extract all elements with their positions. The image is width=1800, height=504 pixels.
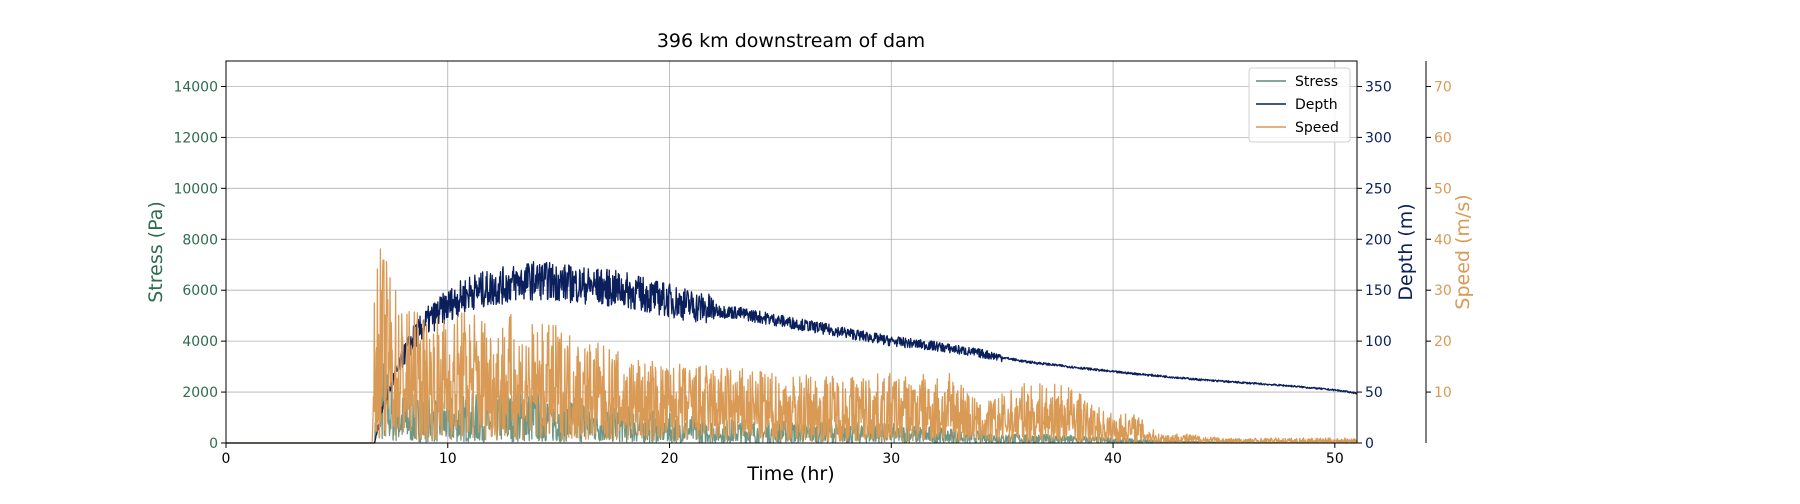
speed-tick-label: 60 xyxy=(1434,130,1452,146)
speed-tick-label: 50 xyxy=(1434,181,1452,197)
stress-tick-label: 12000 xyxy=(173,130,218,146)
speed-tick-label: 40 xyxy=(1434,232,1452,248)
x-tick-label: 30 xyxy=(882,451,900,467)
chart-title: 396 km downstream of dam xyxy=(657,30,925,52)
stress-tick-label: 8000 xyxy=(182,232,218,248)
depth-tick-label: 50 xyxy=(1365,385,1383,401)
legend-label-speed: Speed xyxy=(1295,120,1339,136)
speed-tick-label: 30 xyxy=(1434,283,1452,299)
stress-tick-label: 6000 xyxy=(182,283,218,299)
depth-tick-label: 350 xyxy=(1365,79,1392,95)
stress-tick-label: 14000 xyxy=(173,79,218,95)
legend: Stress Depth Speed xyxy=(1248,67,1351,143)
legend-box xyxy=(1248,67,1351,143)
stress-tick-label: 4000 xyxy=(182,334,218,350)
legend-label-depth: Depth xyxy=(1295,97,1338,113)
series-line-speed xyxy=(225,248,1358,444)
stress-axis-title: Stress (Pa) xyxy=(145,201,167,303)
depth-tick-label: 300 xyxy=(1365,130,1392,146)
x-tick-label: 20 xyxy=(661,451,679,467)
x-tick-label: 10 xyxy=(439,451,457,467)
depth-axis-title: Depth (m) xyxy=(1395,203,1417,300)
stress-tick-label: 10000 xyxy=(173,181,218,197)
speed-tick-label: 20 xyxy=(1434,334,1452,350)
speed-axis-title: Speed (m/s) xyxy=(1452,194,1474,309)
x-tick-label: 40 xyxy=(1104,451,1122,467)
x-tick-label: 0 xyxy=(222,451,231,467)
plot-series xyxy=(225,248,1358,444)
legend-label-stress: Stress xyxy=(1295,74,1338,90)
x-tick-label: 50 xyxy=(1326,451,1344,467)
depth-tick-label: 250 xyxy=(1365,181,1392,197)
speed-tick-label: 10 xyxy=(1434,385,1452,401)
series-line-stress xyxy=(225,363,1358,444)
depth-tick-label: 0 xyxy=(1365,436,1374,452)
stress-tick-label: 2000 xyxy=(182,385,218,401)
stress-tick-label: 0 xyxy=(209,436,218,452)
x-axis-title: Time (hr) xyxy=(746,463,834,485)
depth-tick-label: 100 xyxy=(1365,334,1392,350)
depth-tick-label: 150 xyxy=(1365,283,1392,299)
depth-tick-label: 200 xyxy=(1365,232,1392,248)
speed-tick-label: 70 xyxy=(1434,79,1452,95)
axes: 0 10 20 30 40 5002000400060008000100001200014… xyxy=(173,60,1452,467)
plot-frame xyxy=(225,60,1358,444)
